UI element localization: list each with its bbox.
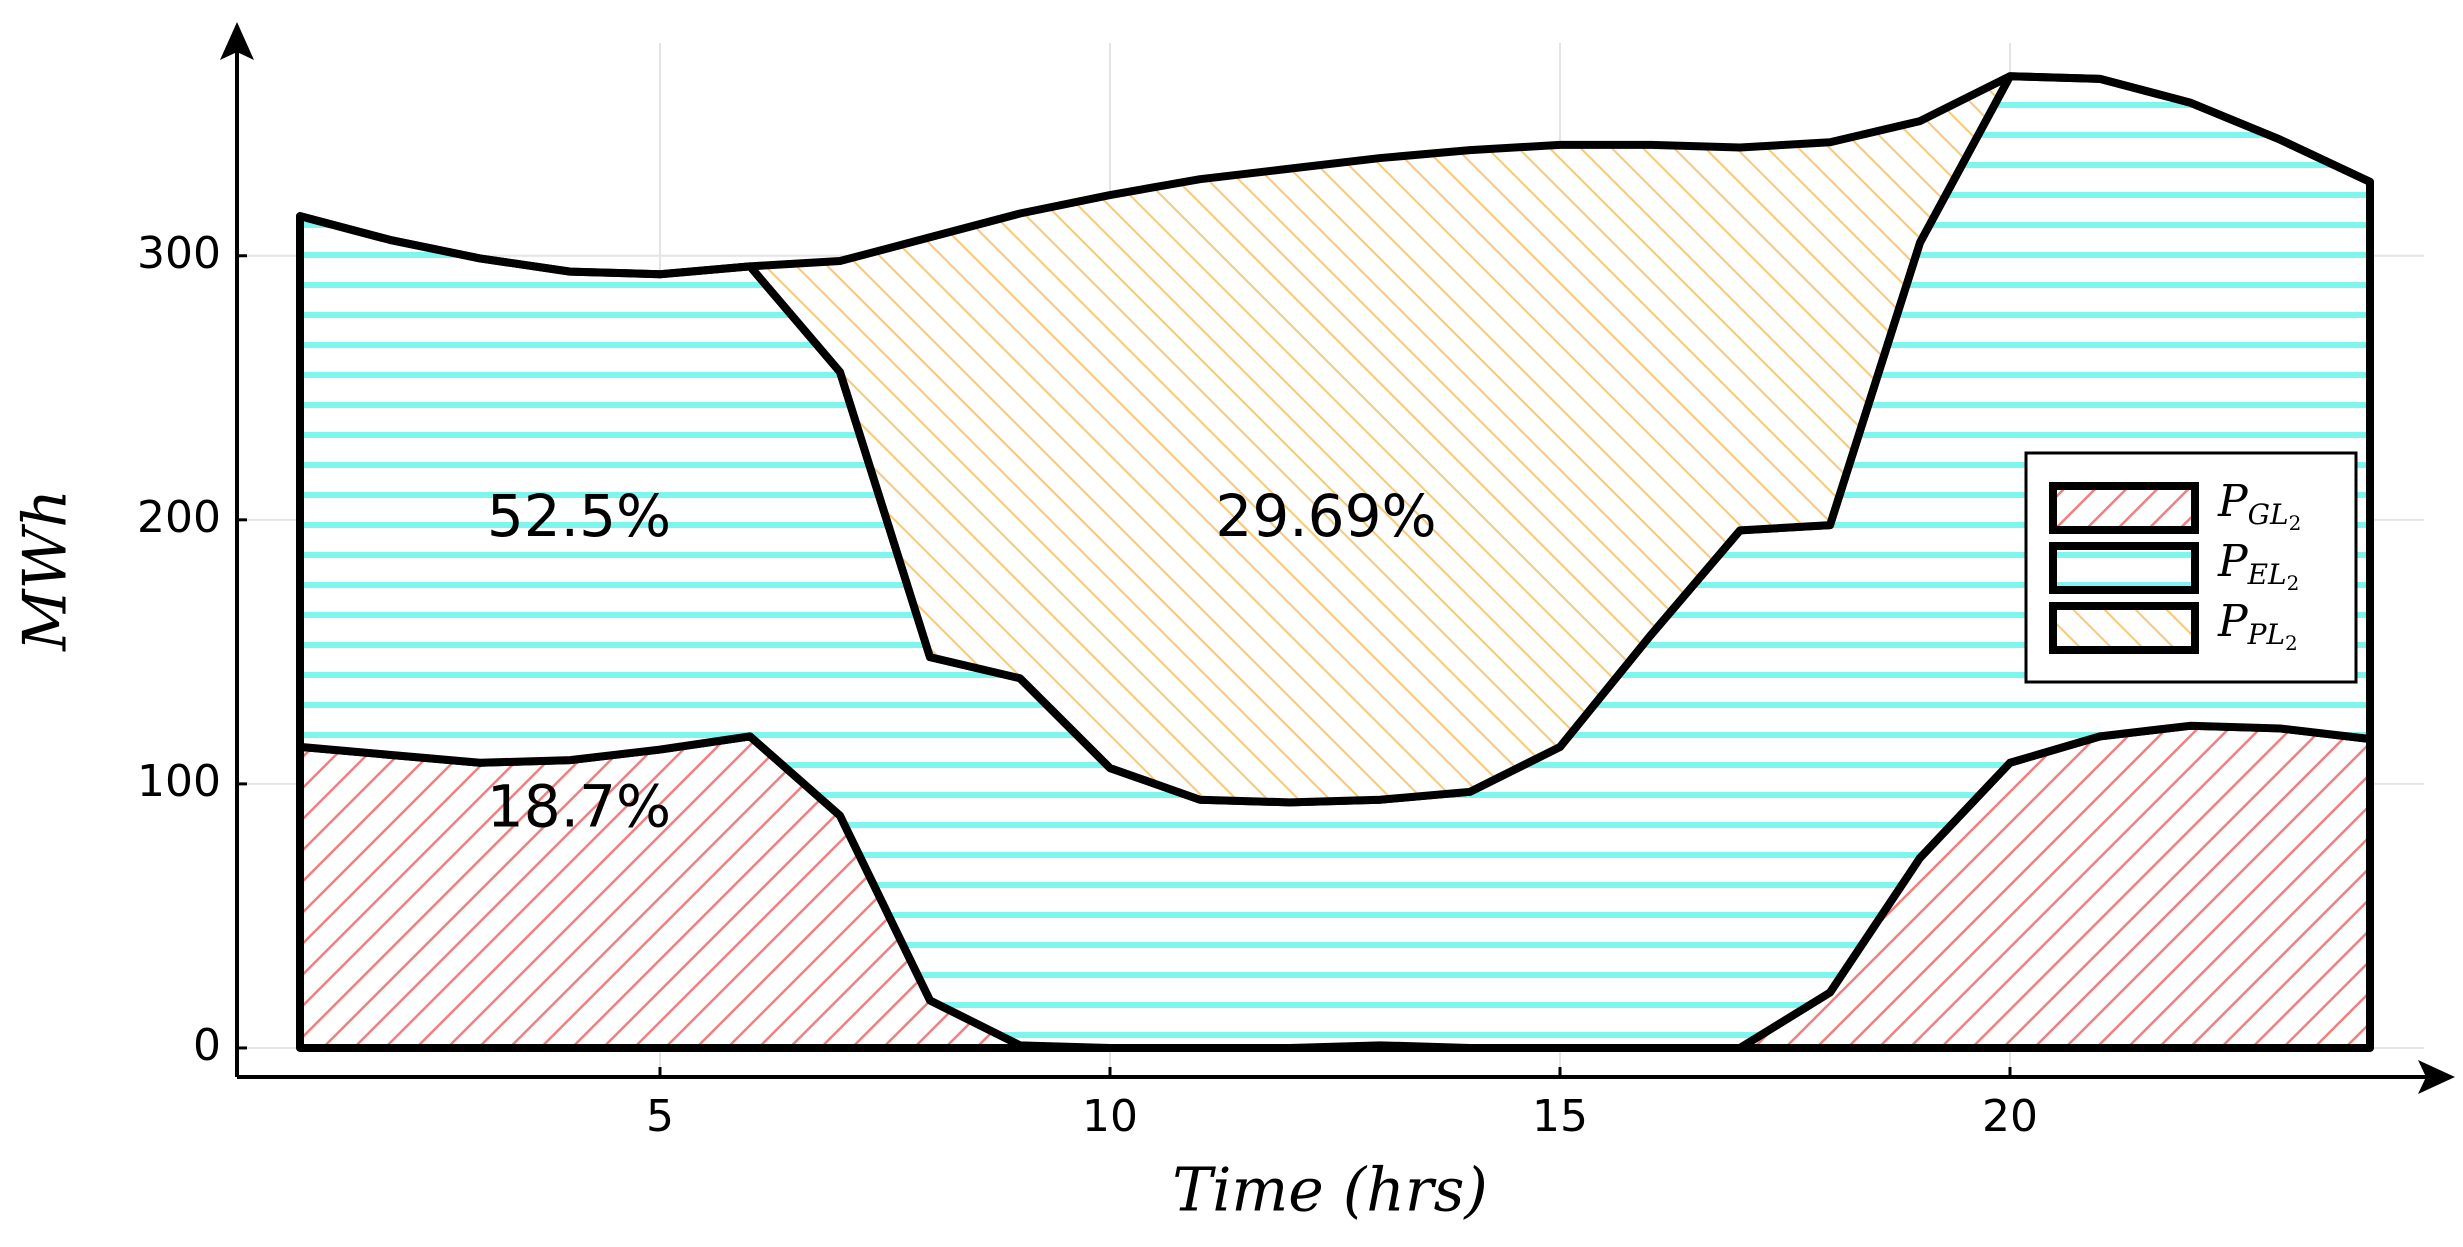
area: [296, 72, 2374, 807]
y-axis-label: MWh: [11, 489, 81, 652]
annotations: 52.5% 29.69% 18.7%: [487, 482, 1437, 840]
legend-label: PEL2: [2217, 536, 2299, 595]
legend-label: PPL2: [2217, 596, 2298, 655]
axes: [235, 40, 2430, 1079]
y-arrow: [220, 22, 254, 60]
annotation: 52.5%: [487, 482, 671, 550]
legend-swatch: [2049, 482, 2199, 534]
x-arrow: [2418, 1060, 2455, 1094]
legend-swatch: [2049, 542, 2199, 594]
areas: [296, 72, 2374, 1052]
legend-label: PGL2: [2217, 476, 2301, 535]
legend-swatch: [2049, 602, 2199, 654]
y-tick-label: 0: [193, 1020, 221, 1071]
x-tick-label: 20: [1982, 1091, 2038, 1142]
annotation: 18.7%: [487, 772, 671, 840]
x-tick-label: 10: [1082, 1091, 1138, 1142]
y-tick-label: 200: [137, 492, 221, 543]
x-tick-label: 15: [1532, 1091, 1588, 1142]
y-tick-label: 100: [137, 756, 221, 807]
annotation: 29.69%: [1215, 482, 1436, 550]
y-tick-label: 300: [137, 228, 221, 279]
x-tick-label: 5: [646, 1091, 674, 1142]
x-axis-label: Time (hrs): [1172, 1156, 1488, 1226]
